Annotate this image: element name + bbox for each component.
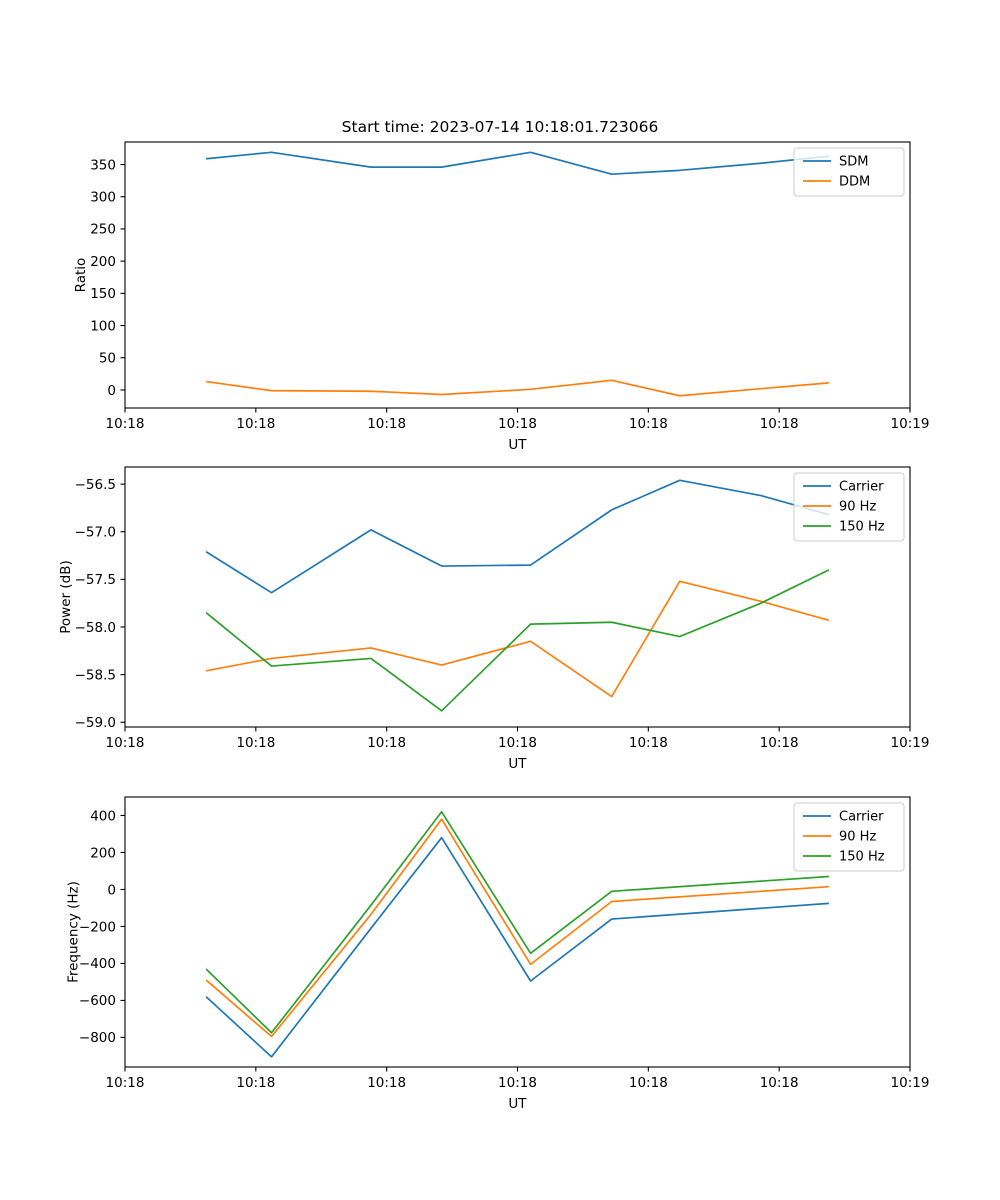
- x-tick-label: 10:18: [367, 735, 406, 751]
- series-line-carrier: [205, 836, 829, 1058]
- legend: Carrier 90 Hz 150 Hz: [793, 802, 905, 872]
- x-tick-label: 10:18: [236, 416, 275, 432]
- legend-background: [793, 147, 905, 197]
- x-tick-label: 10:19: [891, 735, 930, 751]
- y-tick-label: −400: [79, 956, 116, 972]
- legend-background: [793, 802, 905, 872]
- frequency-chart: 10:18 10:18 10:18 10:18 10:18 10:18 10:19 UT −80…: [65, 796, 930, 1112]
- y-tick-label: 400: [90, 808, 116, 824]
- legend-label-carrier: Carrier: [839, 810, 884, 825]
- x-tick-label: 10:19: [891, 1075, 930, 1091]
- y-tick-label: 150: [90, 286, 116, 302]
- legend-background: [793, 472, 905, 542]
- legend: Carrier 90 Hz 150 Hz: [793, 472, 905, 542]
- x-tick-label: 10:18: [367, 1075, 406, 1091]
- panel-power: 10:18 10:18 10:18 10:18 10:18 10:18 10:19 UT −59…: [0, 455, 1000, 775]
- x-axis-label: UT: [508, 437, 527, 450]
- y-tick-label: 0: [107, 882, 116, 898]
- y-tick-label: −800: [79, 1030, 116, 1046]
- legend-label-90-hz: 90 Hz: [839, 500, 876, 515]
- x-tick-label: 10:18: [106, 1075, 145, 1091]
- series-line-90-hz: [205, 580, 830, 698]
- series-line-carrier: [205, 479, 830, 594]
- legend-label-carrier: Carrier: [839, 480, 884, 495]
- y-tick-label: −200: [79, 919, 116, 935]
- y-tick-label: −58.5: [75, 667, 116, 683]
- legend-label-150-hz: 150 Hz: [839, 850, 885, 865]
- x-tick-label: 10:18: [760, 735, 799, 751]
- x-tick-label: 10:18: [367, 416, 406, 432]
- y-tick-label: 0: [107, 383, 116, 399]
- power-chart: 10:18 10:18 10:18 10:18 10:18 10:18 10:19 UT −59…: [58, 466, 930, 772]
- ratio-chart: 10:18 10:18 10:18 10:18 10:18 10:18 10:19 UT 0 50…: [73, 141, 930, 450]
- legend: SDM DDM: [793, 147, 905, 197]
- y-tick-label: −59.0: [75, 715, 116, 731]
- y-tick-label: 200: [90, 845, 116, 861]
- y-tick-label: 200: [90, 254, 116, 270]
- legend-label-150-hz: 150 Hz: [839, 520, 885, 535]
- panel-ratio: 10:18 10:18 10:18 10:18 10:18 10:18 10:19 UT 0 50…: [0, 130, 1000, 450]
- y-axis-label: Power (dB): [58, 560, 74, 633]
- x-tick-label: 10:18: [629, 735, 668, 751]
- y-tick-label: 350: [90, 157, 116, 173]
- series-line-150-hz: [205, 810, 829, 1034]
- series-line-ddm: [206, 379, 829, 397]
- series-line-sdm: [206, 151, 829, 176]
- y-tick-label: −56.5: [75, 477, 116, 493]
- figure-title: Start time: 2023-07-14 10:18:01.723066: [341, 118, 659, 136]
- legend-label-sdm: SDM: [839, 155, 868, 170]
- panel-frequency: 10:18 10:18 10:18 10:18 10:18 10:18 10:19 UT −80…: [0, 785, 1000, 1115]
- x-tick-label: 10:18: [498, 735, 537, 751]
- y-tick-label: −57.5: [75, 572, 116, 588]
- y-tick-label: −600: [79, 993, 116, 1009]
- y-axis-label: Ratio: [73, 258, 89, 293]
- y-axis-label: Frequency (Hz): [65, 881, 81, 983]
- x-tick-label: 10:18: [236, 1075, 275, 1091]
- y-tick-label: 100: [90, 318, 116, 334]
- legend-label-ddm: DDM: [839, 175, 870, 190]
- y-tick-label: 300: [90, 190, 116, 206]
- x-tick-label: 10:18: [760, 1075, 799, 1091]
- x-tick-label: 10:18: [629, 416, 668, 432]
- x-tick-label: 10:18: [106, 735, 145, 751]
- plot-frame: [124, 141, 911, 409]
- series-line-90-hz: [205, 818, 829, 1038]
- x-tick-label: 10:18: [629, 1075, 668, 1091]
- x-axis-label: UT: [508, 1096, 527, 1112]
- y-tick-label: −57.0: [75, 525, 116, 541]
- x-tick-label: 10:18: [760, 416, 799, 432]
- x-tick-label: 10:18: [106, 416, 145, 432]
- plot-frame: [124, 466, 911, 728]
- legend-label-90-hz: 90 Hz: [839, 830, 876, 845]
- x-axis-label: UT: [508, 756, 527, 772]
- series-line-150-hz: [205, 569, 830, 712]
- y-tick-label: 50: [99, 351, 116, 367]
- x-tick-label: 10:18: [498, 1075, 537, 1091]
- x-tick-label: 10:19: [891, 416, 930, 432]
- x-tick-label: 10:18: [498, 416, 537, 432]
- y-tick-label: −58.0: [75, 620, 116, 636]
- x-tick-label: 10:18: [236, 735, 275, 751]
- y-tick-label: 250: [90, 222, 116, 238]
